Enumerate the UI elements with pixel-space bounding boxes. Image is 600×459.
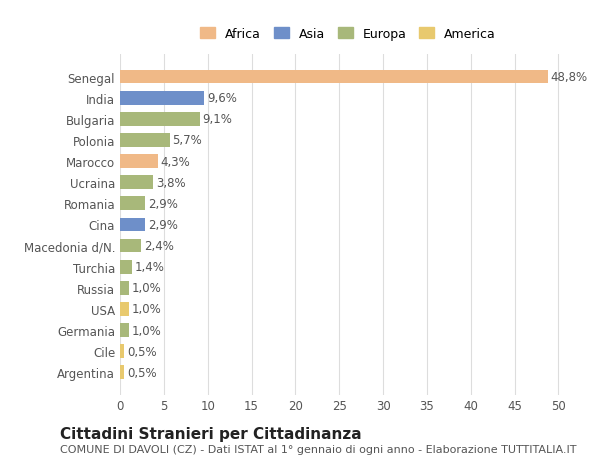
Text: 1,0%: 1,0% [131,282,161,295]
Bar [120,155,158,168]
Text: 48,8%: 48,8% [551,71,587,84]
Text: COMUNE DI DAVOLI (CZ) - Dati ISTAT al 1° gennaio di ogni anno - Elaborazione TUT: COMUNE DI DAVOLI (CZ) - Dati ISTAT al 1°… [60,444,577,454]
Bar [120,92,204,105]
Bar [120,324,129,337]
Bar [120,218,145,232]
Text: 9,6%: 9,6% [207,92,236,105]
Text: 0,5%: 0,5% [127,366,157,379]
Bar [120,366,124,379]
Text: 2,9%: 2,9% [148,197,178,210]
Text: 9,1%: 9,1% [202,113,232,126]
Bar [120,260,132,274]
Text: Cittadini Stranieri per Cittadinanza: Cittadini Stranieri per Cittadinanza [60,425,362,441]
Text: 2,4%: 2,4% [143,240,173,252]
Bar [120,345,124,358]
Bar [120,134,170,147]
Text: 1,0%: 1,0% [131,324,161,337]
Bar [120,176,154,190]
Text: 2,9%: 2,9% [148,218,178,231]
Text: 4,3%: 4,3% [160,155,190,168]
Text: 5,7%: 5,7% [173,134,202,147]
Bar [120,112,200,126]
Text: 1,0%: 1,0% [131,303,161,316]
Text: 3,8%: 3,8% [156,176,185,189]
Bar [120,281,129,295]
Bar [120,197,145,211]
Bar [120,71,548,84]
Bar [120,239,141,253]
Bar [120,302,129,316]
Text: 0,5%: 0,5% [127,345,157,358]
Text: 1,4%: 1,4% [135,261,165,274]
Legend: Africa, Asia, Europa, America: Africa, Asia, Europa, America [197,24,499,45]
